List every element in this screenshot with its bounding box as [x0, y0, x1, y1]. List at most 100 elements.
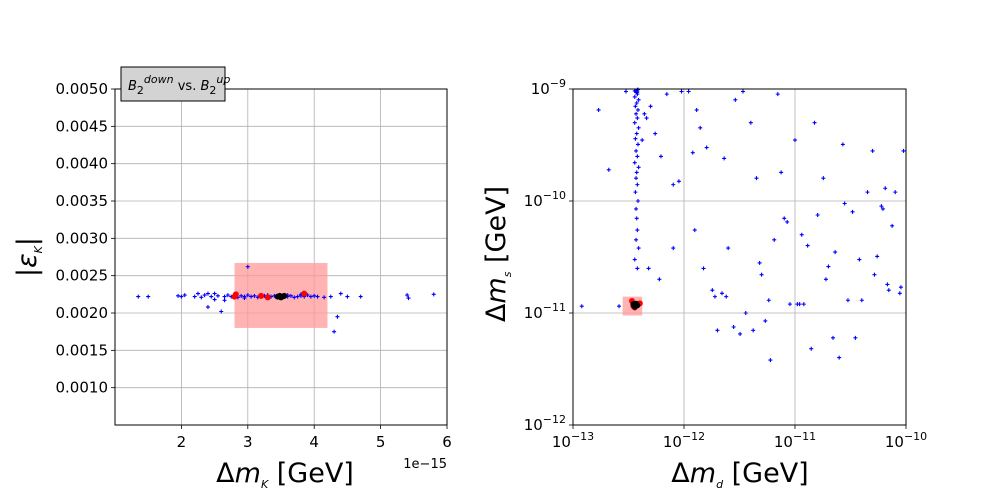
data-point-blue: [406, 296, 411, 301]
data-point-blue: [883, 186, 888, 191]
data-point-blue: [782, 216, 787, 221]
data-point-blue: [731, 324, 736, 329]
data-point-blue: [722, 156, 727, 161]
left-x-axis-label: ΔmK [GeV]: [216, 458, 354, 491]
data-point-blue: [704, 145, 709, 150]
data-point-blue: [751, 328, 756, 333]
data-point-blue: [632, 257, 637, 262]
data-point-blue: [212, 291, 217, 296]
data-point-blue: [738, 331, 743, 336]
data-point-blue: [292, 295, 297, 300]
data-point-blue: [136, 294, 141, 299]
right-axes: 10−13 10−12 10−11 10−1010−1210−1110−1010−9 …: [481, 77, 927, 491]
data-point-blue: [205, 291, 210, 296]
data-point-blue: [833, 250, 838, 255]
y-tick-label: 0.0030: [56, 229, 109, 247]
data-point-blue: [245, 293, 250, 298]
data-point-blue: [636, 125, 641, 130]
data-point-blue: [219, 309, 224, 314]
data-point-blue: [640, 138, 645, 143]
data-point-blue: [724, 294, 729, 299]
data-point-blue: [759, 272, 764, 277]
data-point-blue: [633, 136, 638, 141]
data-point-red: [258, 292, 265, 299]
data-point-blue: [664, 92, 669, 97]
data-point-blue: [632, 94, 637, 99]
data-point-blue: [785, 219, 790, 224]
data-point-blue: [648, 104, 653, 109]
data-point-blue: [328, 294, 333, 299]
data-point-blue: [632, 120, 637, 125]
data-point-blue: [772, 237, 777, 242]
data-point-blue: [322, 295, 327, 300]
data-point-blue: [623, 89, 628, 94]
data-point-blue: [733, 97, 738, 102]
data-point-blue: [596, 107, 601, 112]
data-point-blue: [252, 293, 257, 298]
data-point-blue: [634, 216, 639, 221]
data-point-blue: [635, 266, 640, 271]
data-point-blue: [805, 243, 810, 248]
data-point-blue: [635, 199, 640, 203]
data-point-blue: [812, 120, 817, 125]
data-point-black: [630, 301, 637, 308]
data-point-blue: [606, 167, 611, 172]
data-point-blue: [335, 314, 340, 319]
data-point-blue: [646, 266, 651, 271]
left-axes-frame: [114, 88, 448, 426]
data-point-blue: [633, 190, 638, 195]
left-points: [136, 264, 436, 334]
data-point-blue: [182, 293, 187, 298]
data-point-blue: [853, 335, 858, 340]
data-point-blue: [821, 176, 826, 181]
left-x-multiplier: 1e−15: [403, 457, 447, 472]
data-point-blue: [634, 131, 639, 136]
legend-box: [120, 66, 226, 102]
data-point-blue: [202, 293, 207, 298]
data-point-blue: [671, 246, 676, 251]
data-point-blue: [893, 190, 898, 195]
data-point-blue: [634, 100, 639, 105]
data-point-blue: [239, 293, 244, 298]
data-point-blue: [901, 148, 906, 153]
data-point-blue: [826, 264, 831, 269]
data-point-blue: [748, 120, 753, 125]
data-point-blue: [312, 293, 317, 298]
data-point-blue: [644, 116, 649, 121]
data-point-blue: [345, 294, 350, 299]
data-point-blue: [146, 294, 151, 299]
x-tick-label: 6: [442, 433, 452, 451]
data-point-blue: [686, 89, 691, 94]
data-point-blue: [635, 116, 640, 121]
left-y-axis-label: |εK|: [12, 237, 45, 277]
data-point-blue: [636, 97, 641, 102]
data-point-blue: [635, 90, 640, 95]
data-point-blue: [897, 291, 902, 296]
data-point-blue: [634, 148, 639, 153]
data-point-blue: [694, 107, 699, 112]
data-point-blue: [653, 131, 658, 136]
data-point-blue: [840, 142, 845, 147]
y-tick-label: 0.0010: [56, 379, 109, 397]
data-point-blue: [870, 148, 875, 153]
data-point-blue: [823, 277, 828, 282]
data-point-blue: [898, 285, 903, 290]
data-point-blue: [850, 209, 855, 214]
data-point-blue: [225, 293, 230, 298]
data-point-blue: [579, 304, 584, 309]
right-y-axis-label: Δms [GeV]: [481, 186, 514, 322]
data-point-black: [281, 292, 288, 299]
y-tick-label: 0.0020: [56, 304, 109, 322]
data-point-blue: [176, 293, 181, 298]
data-point-blue: [634, 206, 639, 211]
left-axes: 2 3 4 5 6 0.0010 0.0015 0.0020 0.0025 0.0030 0.003…: [12, 66, 452, 491]
right-points: [579, 87, 906, 363]
y-tick-label: 0.0035: [56, 192, 109, 210]
data-point-blue: [766, 298, 771, 303]
data-point-blue: [885, 282, 890, 287]
data-point-blue: [768, 358, 773, 363]
data-point-blue: [199, 295, 204, 300]
data-point-blue: [754, 176, 759, 181]
y-tick-label: 0.0015: [56, 341, 109, 359]
